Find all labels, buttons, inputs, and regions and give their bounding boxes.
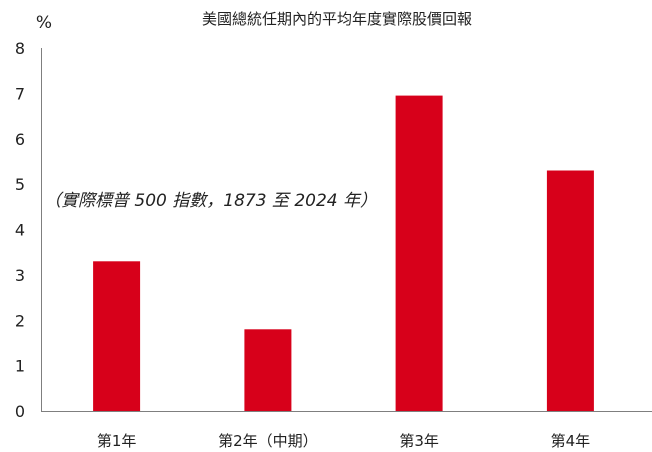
x-category-label: 第3年 — [399, 432, 439, 450]
x-category-label: 第1年 — [97, 432, 137, 450]
bar — [546, 170, 594, 411]
y-tick-label: 8 — [15, 39, 25, 58]
chart-annotation: （實際標普 500 指數，1873 至 2024 年） — [44, 191, 377, 211]
bar — [395, 95, 443, 411]
bars — [93, 95, 594, 411]
y-tick-label: 5 — [15, 175, 25, 194]
y-axis-ticks: 0 1 2 3 4 5 6 7 8 — [15, 39, 25, 421]
y-tick-label: 6 — [15, 130, 25, 149]
bar — [93, 261, 141, 411]
y-tick-label: 0 — [15, 402, 25, 421]
x-axis-labels: 第1年 第2年（中期） 第3年 第4年 — [97, 432, 590, 450]
y-tick-label: 7 — [15, 84, 25, 103]
y-tick-label: 4 — [15, 221, 25, 240]
y-axis-unit-label: % — [36, 13, 52, 33]
x-category-label: 第2年（中期） — [218, 432, 318, 450]
chart-title: 美國總統任期內的平均年度實際股價回報 — [202, 10, 472, 28]
y-tick-label: 1 — [15, 357, 25, 376]
y-tick-label: 2 — [15, 311, 25, 330]
y-tick-label: 3 — [15, 266, 25, 285]
x-category-label: 第4年 — [551, 432, 591, 450]
bar — [244, 329, 292, 411]
